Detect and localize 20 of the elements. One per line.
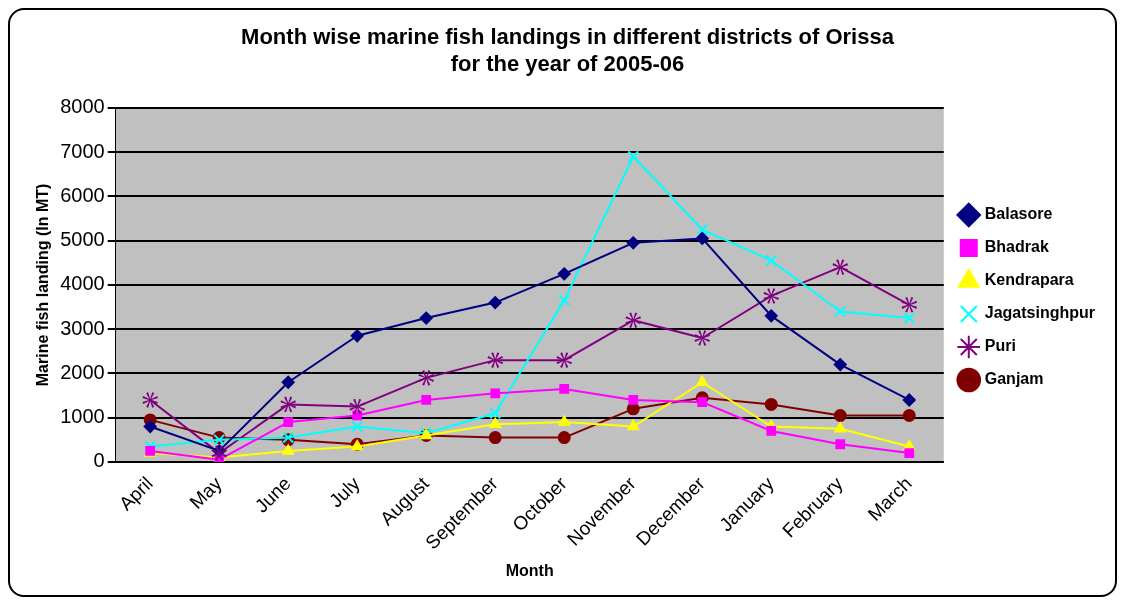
legend-label: Balasore [984, 205, 1053, 223]
legend-label: Bhadrak [984, 238, 1049, 256]
legend-label: Kendrapara [984, 271, 1074, 289]
x-tick-label: July [325, 472, 365, 512]
y-tick-label: 2000 [60, 360, 105, 383]
y-tick-label: 3000 [60, 316, 105, 339]
y-tick-label: 1000 [60, 405, 105, 428]
legend-label: Puri [984, 337, 1016, 355]
legend-label: Jagatsinghpur [984, 304, 1095, 322]
y-tick-label: 4000 [60, 272, 105, 295]
legend-label: Ganjam [984, 370, 1044, 388]
y-tick-label: 5000 [60, 228, 105, 251]
y-tick-label: 7000 [60, 139, 105, 162]
x-tick-label: May [185, 472, 227, 513]
y-tick-label: 6000 [60, 183, 105, 206]
y-tick-label: 0 [93, 449, 105, 472]
x-axis-title: Month [505, 561, 554, 579]
y-axis-title: Marine fish landing (In MT) [34, 183, 52, 387]
chart-title: Month wise marine fish landings in different districts of Orissa for the year of 2005-06 [241, 24, 895, 76]
y-tick-label: 8000 [60, 95, 105, 118]
